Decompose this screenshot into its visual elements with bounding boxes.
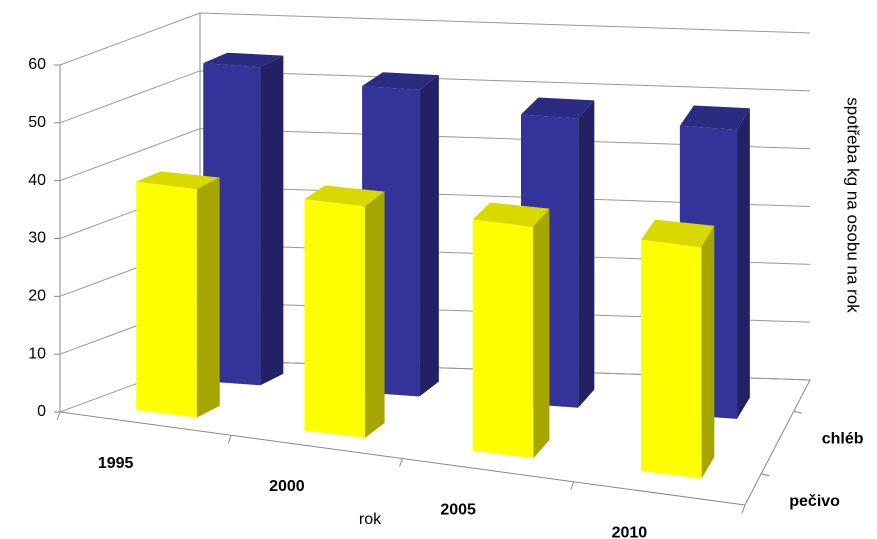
tick-mark xyxy=(741,504,746,514)
tick-mark xyxy=(793,410,802,414)
bar-side xyxy=(701,225,715,479)
tick-mark xyxy=(227,435,232,444)
bar-top xyxy=(679,105,750,130)
tick-mark xyxy=(761,473,770,477)
bar-side xyxy=(578,100,595,408)
x-tick-label: 2000 xyxy=(269,478,305,495)
bar xyxy=(136,181,197,418)
bar-top xyxy=(203,52,284,68)
grid-line xyxy=(59,128,811,182)
x-axis-label: rok xyxy=(359,511,382,528)
y-tick-label: 40 xyxy=(28,172,46,189)
bar-top xyxy=(362,72,439,90)
x-tick-label: 1995 xyxy=(98,455,134,472)
bar xyxy=(472,219,534,459)
y-tick-label: 60 xyxy=(28,56,46,73)
tick-mark xyxy=(570,481,575,490)
bar-side xyxy=(365,191,385,438)
y-tick-label: 0 xyxy=(37,403,46,420)
y-tick-label: 30 xyxy=(28,230,46,247)
bar-side xyxy=(737,108,750,419)
bar-top xyxy=(136,171,220,190)
bar-top xyxy=(304,185,385,207)
y-tick-label: 10 xyxy=(28,345,46,362)
tick-mark xyxy=(399,458,403,467)
bar-side xyxy=(533,208,550,459)
legend-label: pečivo xyxy=(789,493,840,510)
bar-side xyxy=(419,75,439,397)
x-tick-label: 2005 xyxy=(440,501,476,518)
bar-top xyxy=(472,202,550,227)
bar-side xyxy=(196,177,220,418)
grid-line xyxy=(59,70,811,124)
bar xyxy=(640,239,702,479)
bar-top xyxy=(520,97,595,119)
y-tick-label: 50 xyxy=(28,114,46,131)
y-tick-label: 20 xyxy=(28,288,46,305)
grid-line xyxy=(59,12,811,66)
x-tick-label: 2010 xyxy=(612,525,648,539)
tick-mark xyxy=(56,411,61,421)
bar xyxy=(304,199,366,438)
y-axis-label: spotřeba kg na osobu na rok xyxy=(844,97,863,313)
bar-side xyxy=(260,55,284,386)
bar-top xyxy=(640,219,715,248)
legend-label: chléb xyxy=(822,430,864,447)
